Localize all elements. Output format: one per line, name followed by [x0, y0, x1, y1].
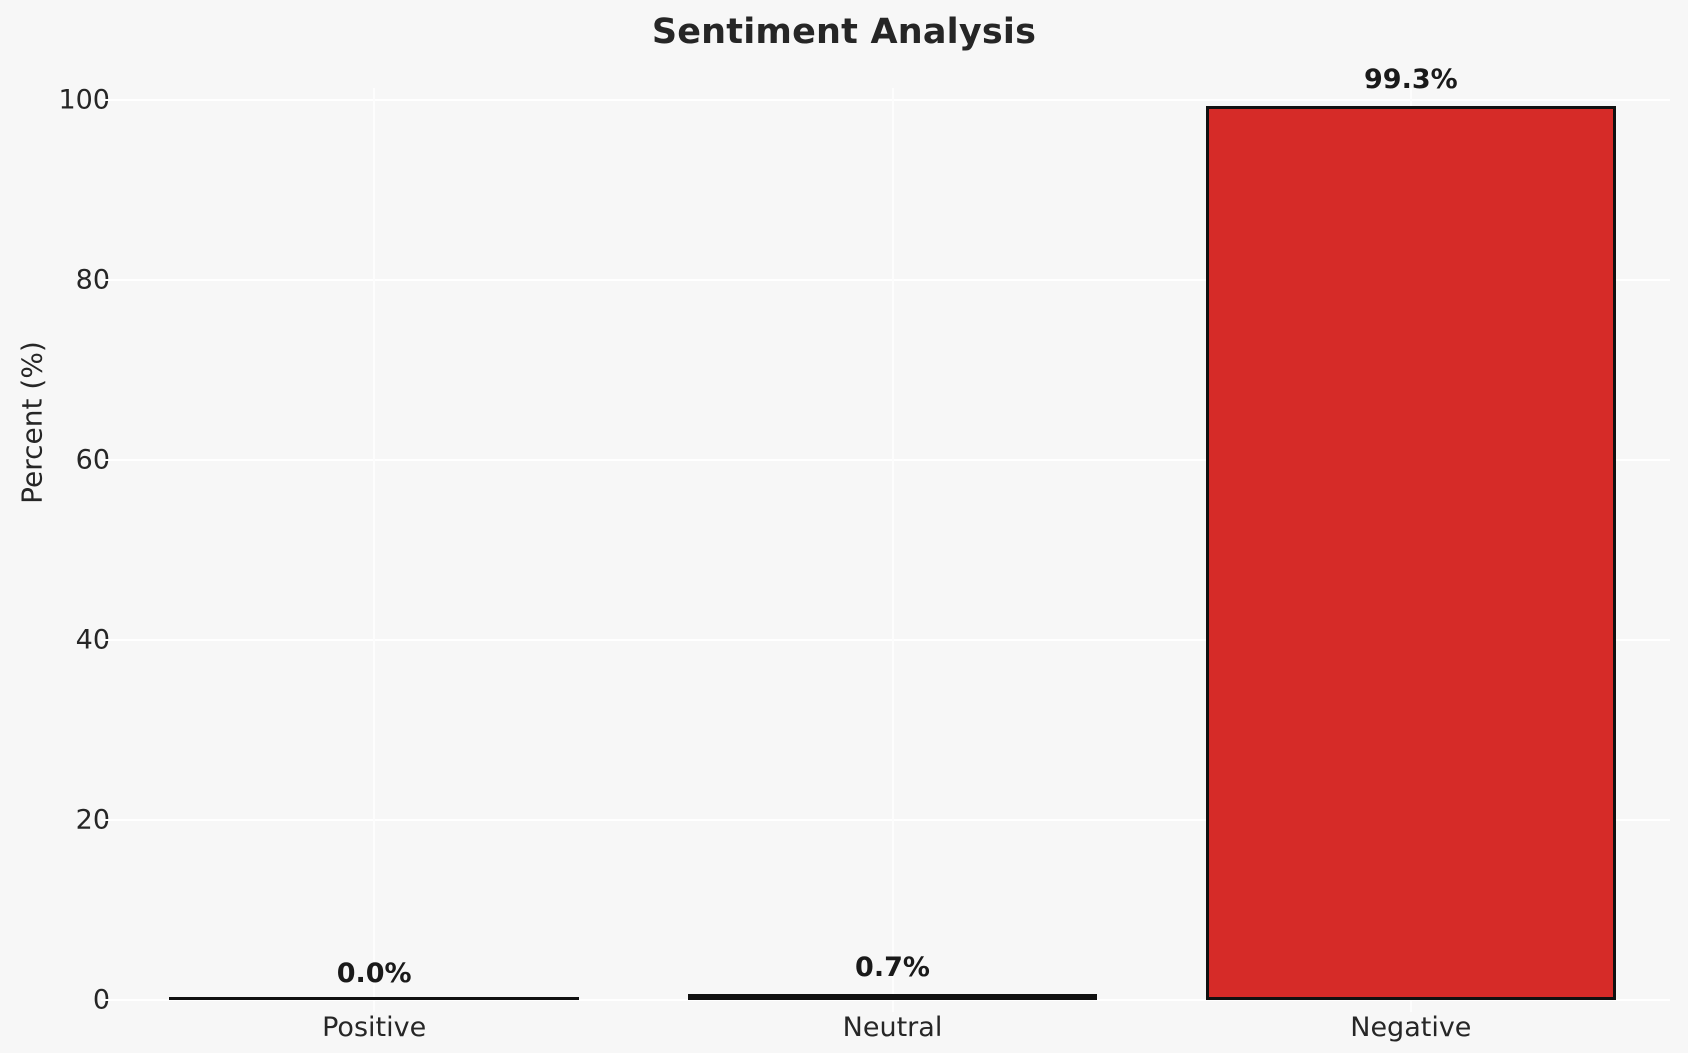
- y-tick-label-100: 100: [58, 84, 110, 116]
- x-tick-label-positive: Positive: [322, 1012, 427, 1043]
- chart-title: Sentiment Analysis: [651, 12, 1037, 52]
- y-tick-label-0: 0: [92, 984, 110, 1016]
- y-tick-label-80: 80: [75, 264, 110, 296]
- x-axis-spine: [115, 1000, 1670, 1001]
- y-tick-label-40: 40: [75, 624, 110, 656]
- plot-area: [115, 88, 1670, 1012]
- y-tick-mark: [101, 819, 115, 821]
- bar-neutral[interactable]: [687, 993, 1098, 1000]
- gridline-vertical: [891, 88, 894, 1012]
- y-tick-mark: [101, 279, 115, 281]
- x-tick-label-neutral: Neutral: [842, 1012, 943, 1043]
- y-tick-mark: [101, 459, 115, 461]
- bar-value-label-negative: 99.3%: [1363, 64, 1458, 96]
- y-tick-label-60: 60: [75, 444, 110, 476]
- bar-positive[interactable]: [169, 997, 579, 1000]
- gridline-vertical: [373, 88, 376, 1012]
- bar-value-label-positive: 0.0%: [336, 958, 412, 989]
- x-tick-label-negative: Negative: [1350, 1012, 1472, 1043]
- bar-value-label-neutral: 0.7%: [855, 951, 930, 983]
- y-tick-label-20: 20: [75, 804, 110, 836]
- y-tick-mark: [101, 99, 115, 101]
- y-tick-mark: [101, 999, 115, 1001]
- y-tick-mark: [101, 639, 115, 641]
- bar-negative[interactable]: [1206, 106, 1616, 1000]
